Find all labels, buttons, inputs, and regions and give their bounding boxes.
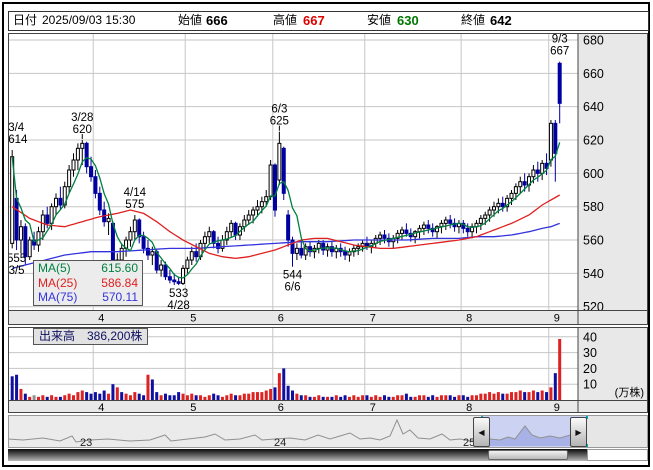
range-navigator[interactable]: 23 24 25 xyxy=(8,415,648,448)
svg-text:614: 614 xyxy=(8,134,28,146)
low-label: 安値 xyxy=(367,13,392,27)
svg-text:520: 520 xyxy=(583,300,604,314)
svg-text:8: 8 xyxy=(466,402,472,413)
svg-text:5: 5 xyxy=(190,402,196,413)
scrollbar-thumb[interactable] xyxy=(488,450,568,460)
ma5-label: MA(5) xyxy=(38,261,71,275)
svg-text:25: 25 xyxy=(463,437,475,448)
svg-text:7: 7 xyxy=(370,402,376,413)
scrollbar-track[interactable] xyxy=(8,449,587,461)
svg-text:540: 540 xyxy=(583,267,604,281)
left-arrow-icon: ◀ xyxy=(478,427,485,437)
volume-label: 出来高 386,200株 xyxy=(39,329,143,343)
svg-text:3/5: 3/5 xyxy=(9,265,25,277)
svg-text:640: 640 xyxy=(583,100,604,114)
ma75-label: MA(75) xyxy=(38,290,78,304)
svg-text:544: 544 xyxy=(283,270,303,282)
svg-text:3/28: 3/28 xyxy=(71,112,93,124)
svg-text:660: 660 xyxy=(583,67,604,81)
svg-text:680: 680 xyxy=(583,34,604,48)
scrollbar-right-cap xyxy=(587,449,648,461)
ma5-value: 615.60 xyxy=(101,261,138,275)
svg-text:620: 620 xyxy=(583,134,604,148)
svg-text:30: 30 xyxy=(583,346,597,360)
date-label: 日付 xyxy=(13,13,38,27)
svg-text:4: 4 xyxy=(98,402,104,413)
svg-text:3/4: 3/4 xyxy=(8,122,25,134)
open-label: 始値 xyxy=(178,13,203,27)
svg-text:4: 4 xyxy=(98,313,104,325)
open-value: 666 xyxy=(206,13,228,28)
svg-text:6: 6 xyxy=(278,313,284,325)
svg-text:23: 23 xyxy=(80,437,92,448)
navigator-left-arrow-button[interactable]: ◀ xyxy=(473,417,490,447)
ma75-legend-row: MA(75) 570.11 xyxy=(34,290,142,305)
svg-text:580: 580 xyxy=(583,200,604,214)
svg-text:6: 6 xyxy=(278,402,284,413)
ma25-value: 586.84 xyxy=(101,275,138,290)
high-label: 高値 xyxy=(273,13,298,27)
svg-text:10: 10 xyxy=(583,378,597,392)
high-value: 667 xyxy=(303,13,325,28)
svg-text:(万株): (万株) xyxy=(615,385,644,399)
svg-text:8: 8 xyxy=(466,313,472,325)
svg-text:4/14: 4/14 xyxy=(124,187,147,199)
right-arrow-icon: ▶ xyxy=(575,427,582,437)
close-value: 642 xyxy=(490,13,512,28)
svg-text:5: 5 xyxy=(190,313,196,325)
svg-text:40: 40 xyxy=(583,330,597,344)
svg-text:560: 560 xyxy=(583,234,604,248)
svg-text:600: 600 xyxy=(583,167,604,181)
ma25-legend-row: MA(25) 586.84 xyxy=(34,276,142,291)
svg-text:533: 533 xyxy=(169,288,188,300)
ma25-label: MA(25) xyxy=(38,275,78,290)
ma5-legend-row: MA(5) 615.60 xyxy=(34,261,142,276)
svg-text:575: 575 xyxy=(125,199,144,211)
svg-text:9: 9 xyxy=(554,402,560,413)
svg-text:555: 555 xyxy=(8,253,26,265)
date-value: 2025/09/03 15:30 xyxy=(42,13,136,27)
svg-text:6/3: 6/3 xyxy=(271,104,287,116)
svg-text:9: 9 xyxy=(554,313,560,325)
quote-header: 日付 2025/09/03 15:30 始値 666 高値 667 安値 630… xyxy=(8,11,649,31)
svg-text:9/3: 9/3 xyxy=(552,34,568,46)
low-value: 630 xyxy=(397,13,419,28)
navigator-right-arrow-button[interactable]: ▶ xyxy=(570,417,587,447)
ma-legend: MA(5) 615.60 MA(25) 586.84 MA(75) 570.11 xyxy=(33,260,143,306)
svg-text:6/6: 6/6 xyxy=(285,282,301,294)
ma75-value: 570.11 xyxy=(102,290,138,304)
svg-text:4/28: 4/28 xyxy=(167,300,189,312)
volume-label-box: 出来高 386,200株 xyxy=(33,328,149,345)
svg-text:20: 20 xyxy=(583,362,597,376)
svg-text:625: 625 xyxy=(270,116,289,128)
svg-text:24: 24 xyxy=(274,437,286,448)
svg-text:7: 7 xyxy=(370,313,376,325)
svg-text:620: 620 xyxy=(73,124,92,136)
svg-text:667: 667 xyxy=(550,46,569,58)
close-label: 終値 xyxy=(461,13,486,27)
volume-chart: 40 30 20 10 (万株) 4 5 6 7 8 9 xyxy=(8,327,648,413)
